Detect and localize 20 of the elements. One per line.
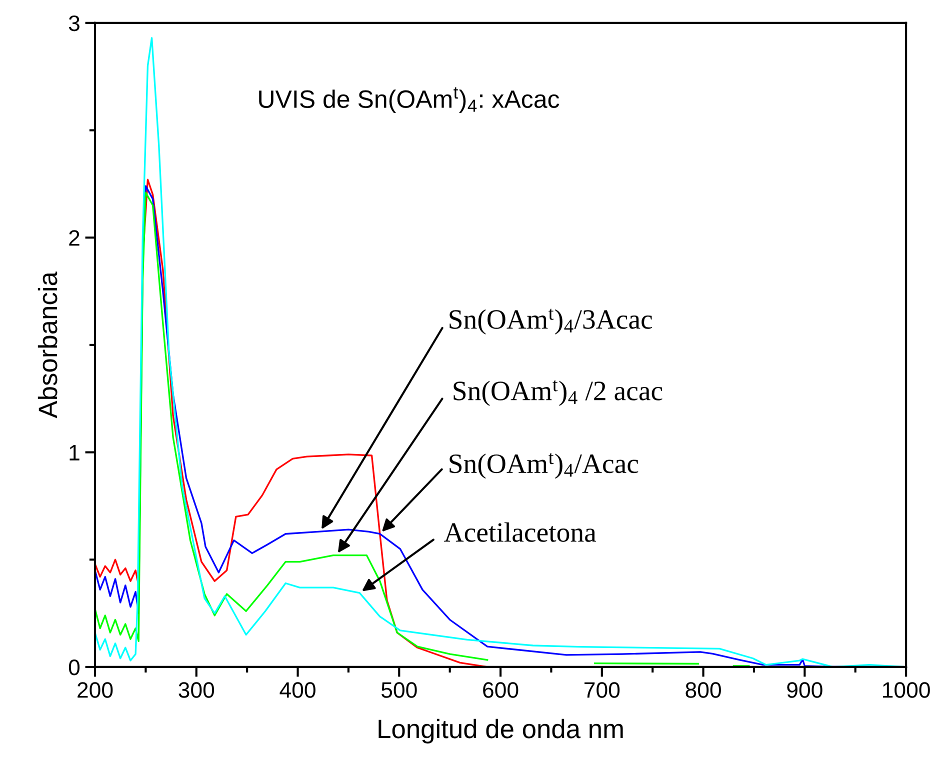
y-tick-label: 2	[69, 230, 80, 246]
y-tick-label: 3	[68, 15, 80, 32]
x-tick-label: 800	[686, 682, 721, 698]
x-tick-label: 200	[78, 682, 113, 698]
x-axis-title: Longitud de onda nm	[378, 718, 623, 744]
x-tick-label: 900	[787, 682, 822, 698]
annotation: Sn(OAm$^{t}$)$_{4}$/Acac	[450, 452, 638, 479]
x-tick-label: 300	[178, 682, 214, 698]
y-axis-title: Absorbancia	[38, 272, 58, 418]
annotation: Acetilacetona	[444, 522, 596, 542]
text: UVIS de Sn(OAm$^{t}$)$_{4}$: xAcac	[259, 87, 560, 113]
annotation: Sn(OAm$^{t}$)$_{4}$ /2 acac	[454, 380, 662, 406]
x-tick-label: 700	[584, 682, 620, 698]
x-tick-label: 500	[382, 682, 417, 698]
annotation: Sn(OAm$^{t}$)$_{4}$/3Acac	[450, 308, 652, 334]
x-tick-label: 400	[280, 682, 316, 698]
y-tick-label: 0	[68, 660, 80, 676]
x-tick-label: 1000	[883, 682, 930, 698]
x-tick-label: 600	[483, 682, 518, 698]
y-tick-label: 1	[70, 445, 80, 460]
